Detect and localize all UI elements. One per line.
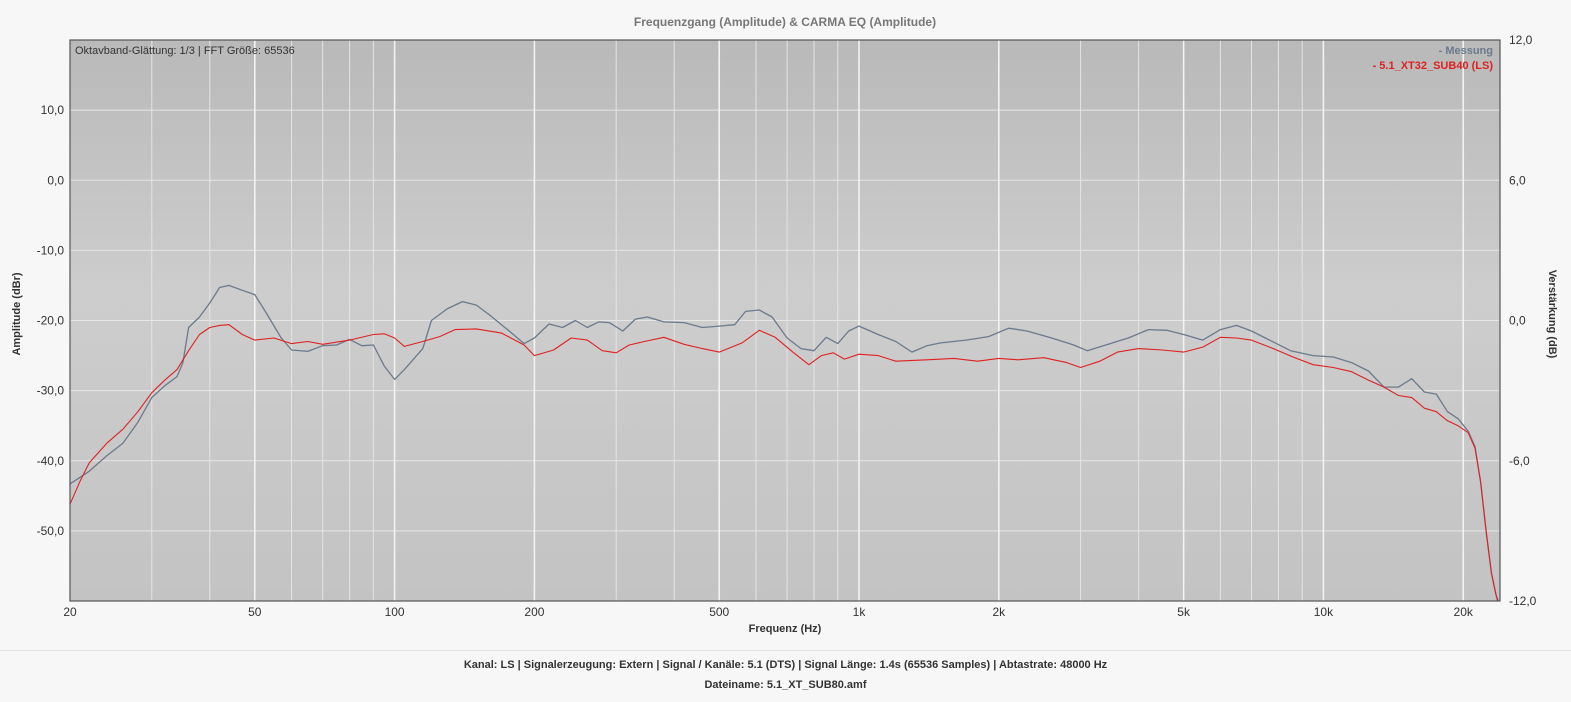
plot-border: [69, 39, 1501, 602]
x-tick-label: 2k: [992, 605, 1006, 619]
y-tick-labels: 10,0 0,0 -10,0 -20,0 -30,0 -40,0 -50,0: [37, 103, 65, 538]
y2-tick-label: 6,0: [1509, 173, 1526, 187]
x-tick-label: 1k: [853, 605, 867, 619]
y2-tick-label: 12,0: [1509, 33, 1533, 47]
status-footer: Kanal: LS | Signalerzeugung: Extern | Si…: [0, 650, 1571, 702]
y-tick-label: -30,0: [37, 384, 65, 398]
x-tick-labels: 20 50 100 200 500 1k 2k 5k 10k 20k: [63, 605, 1474, 619]
x-tick-label: 10k: [1314, 605, 1334, 619]
y-tick-label: -20,0: [37, 314, 65, 328]
x-tick-label: 500: [709, 605, 729, 619]
y-tick-label: -50,0: [37, 524, 65, 538]
frequency-response-chart: 20 50 100 200 500 1k 2k 5k 10k 20k 10,0 0,0 -10,0 -2…: [11, 15, 1558, 635]
legend-item-eq[interactable]: - 5.1_XT32_SUB40 (LS): [1373, 60, 1494, 72]
y-tick-label: -40,0: [37, 454, 65, 468]
x-tick-label: 20k: [1454, 605, 1474, 619]
series-lines: [70, 284, 1499, 601]
y2-tick-label: 0,0: [1509, 314, 1526, 328]
y2-tick-labels: 12,0 6,0 0,0 -6,0 -12,0: [1509, 33, 1537, 608]
footer-filename: Dateiname: 5.1_XT_SUB80.amf: [704, 679, 867, 691]
footer-signal-info: Kanal: LS | Signalerzeugung: Extern | Si…: [463, 659, 1108, 671]
x-tick-label: 20: [63, 605, 77, 619]
y-tick-label: 0,0: [47, 173, 64, 187]
y2-tick-label: -12,0: [1509, 594, 1537, 608]
legend-item-messung[interactable]: - Messung: [1439, 45, 1493, 57]
x-tick-label: 50: [248, 605, 262, 619]
y2-tick-label: -6,0: [1509, 454, 1530, 468]
grid-lines: [70, 40, 1500, 601]
x-tick-label: 100: [385, 605, 405, 619]
chart-subtitle: Oktavband-Glättung: 1/3 | FFT Größe: 655…: [75, 45, 295, 57]
series-line-eq: [70, 324, 1499, 601]
x-tick-label: 200: [524, 605, 544, 619]
x-tick-label: 5k: [1177, 605, 1191, 619]
x-axis-label: Frequenz (Hz): [749, 623, 822, 635]
y-tick-label: -10,0: [37, 243, 65, 257]
y-tick-label: 10,0: [41, 103, 65, 117]
chart-title: Frequenzgang (Amplitude) & CARMA EQ (Amp…: [634, 15, 936, 29]
y2-axis-label: Verstärkung (dB): [1546, 270, 1558, 359]
y-axis-label: Amplitude (dBr): [11, 272, 23, 355]
series-line-messung: [70, 284, 1499, 601]
